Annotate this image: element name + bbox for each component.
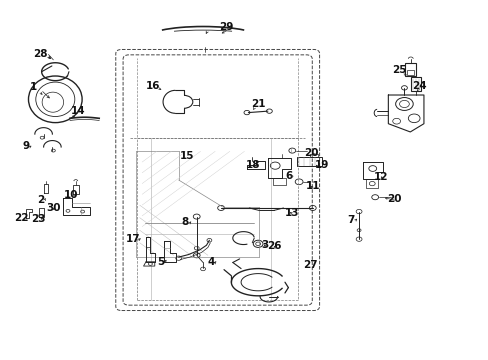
Text: 23: 23 [31, 214, 46, 224]
Text: 8: 8 [181, 217, 188, 227]
Text: 29: 29 [218, 22, 233, 32]
Text: 28: 28 [33, 49, 48, 59]
Text: 1: 1 [30, 82, 38, 93]
Text: 13: 13 [285, 208, 299, 218]
Text: 15: 15 [180, 150, 194, 161]
Text: 20: 20 [386, 194, 401, 204]
Text: 19: 19 [314, 160, 328, 170]
Text: 6: 6 [285, 171, 292, 181]
Text: 18: 18 [245, 160, 260, 170]
Bar [297, 157, 321, 166]
Bar [407, 70, 413, 75]
Text: 27: 27 [303, 260, 317, 270]
Text: 7: 7 [346, 215, 354, 225]
Bar [405, 63, 415, 76]
Text: 11: 11 [305, 181, 319, 192]
Text: 16: 16 [145, 81, 160, 91]
Text: 12: 12 [373, 172, 387, 182]
Text: 22: 22 [14, 213, 28, 222]
Text: 14: 14 [70, 106, 85, 116]
Text: 24: 24 [411, 81, 426, 91]
Text: 10: 10 [64, 190, 79, 200]
Bar [410, 77, 420, 91]
Text: 2: 2 [37, 195, 44, 205]
Text: 17: 17 [126, 234, 141, 244]
Text: 3: 3 [261, 240, 268, 250]
Text: 30: 30 [46, 203, 61, 213]
Text: 20: 20 [304, 148, 318, 158]
Text: 25: 25 [391, 64, 406, 75]
Bar [310, 154, 318, 157]
Text: 21: 21 [250, 99, 265, 109]
Text: 4: 4 [207, 257, 215, 267]
Text: 26: 26 [267, 241, 282, 251]
Text: 5: 5 [157, 257, 164, 267]
Text: 9: 9 [22, 141, 30, 151]
